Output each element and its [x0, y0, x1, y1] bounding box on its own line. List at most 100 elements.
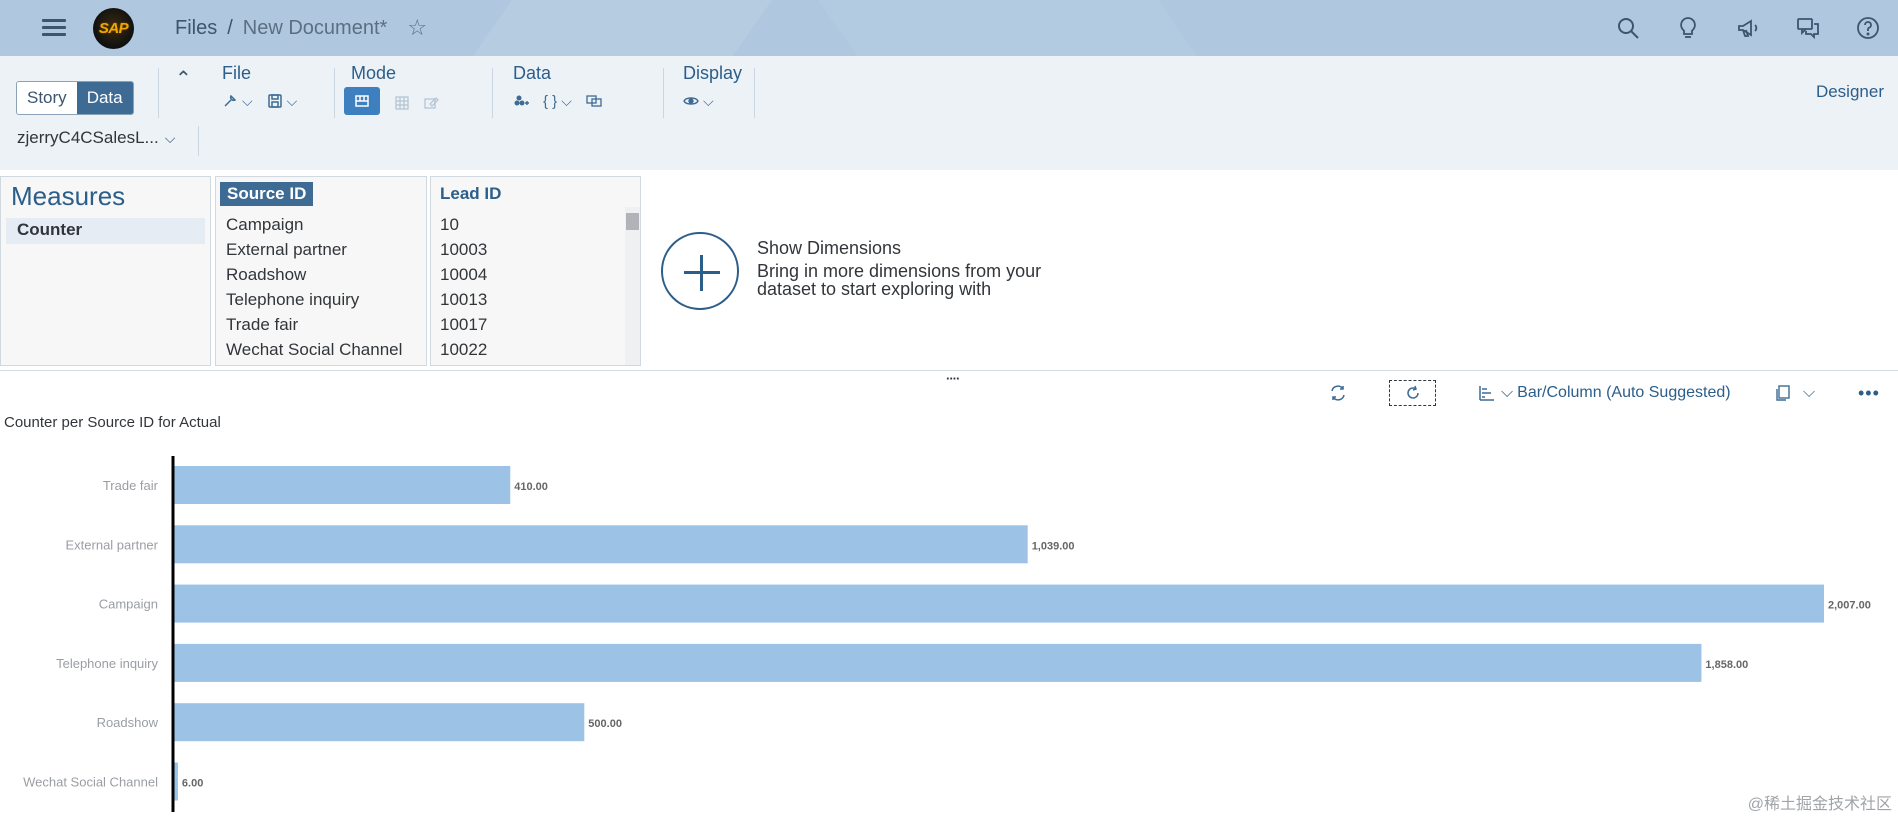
model-name: zjerryC4CSalesL... — [17, 128, 159, 147]
feedback-icon[interactable] — [1792, 12, 1824, 44]
edit-mode-button[interactable] — [424, 92, 440, 114]
header-decoration — [399, 0, 801, 56]
scrollbar-thumb[interactable] — [626, 213, 639, 230]
toolbar: Story Data ⌃ File ⌵ ⌵ Mode — [0, 56, 1898, 170]
list-item[interactable]: External partner — [226, 240, 347, 259]
show-dimensions-desc: dataset to start exploring with — [757, 279, 992, 299]
breadcrumb-document: New Document* — [242, 16, 388, 39]
shell-actions — [1612, 12, 1884, 44]
more-options-icon[interactable]: ••• — [1858, 382, 1880, 403]
toolbar-divider — [754, 68, 755, 118]
data-group: Data { } ⌵ — [513, 63, 602, 112]
chevron-down-icon: ⌵ — [164, 129, 176, 146]
collapse-toolbar-icon[interactable]: ⌃ — [175, 68, 192, 90]
search-icon[interactable] — [1612, 12, 1644, 44]
list-item[interactable]: Trade fair — [226, 315, 299, 334]
show-dimensions-title: Show Dimensions — [757, 238, 902, 258]
lead-id-header[interactable]: Lead ID — [440, 184, 502, 203]
chevron-down-icon: ⌵ — [703, 92, 714, 109]
value-label: 2,007.00 — [1828, 600, 1871, 612]
list-item[interactable]: 10003 — [440, 240, 488, 259]
category-label: Telephone inquiry — [56, 656, 158, 671]
link-dimensions-button[interactable] — [586, 90, 602, 112]
list-item[interactable]: Wechat Social Channel — [226, 340, 403, 359]
menu-icon[interactable] — [40, 16, 68, 40]
measures-panel: Measures Counter — [0, 176, 211, 366]
lightbulb-icon[interactable] — [1672, 12, 1704, 44]
list-item[interactable]: 10022 — [440, 340, 488, 359]
model-selector[interactable]: zjerryC4CSalesL... ⌵ — [17, 128, 175, 148]
watermark: @稀土掘金技术社区 — [1747, 796, 1892, 813]
measure-item-counter[interactable]: Counter — [6, 218, 205, 244]
display-options-button[interactable]: ⌵ — [683, 90, 714, 112]
file-group-label: File — [222, 63, 252, 83]
copy-button[interactable]: ⌵ — [1773, 380, 1815, 406]
list-item[interactable]: Campaign — [226, 215, 304, 234]
chart-title: Counter per Source ID for Actual — [4, 414, 221, 431]
chevron-down-icon: ⌵ — [1803, 384, 1816, 401]
mode-group: Mode — [344, 63, 440, 115]
chart-bar[interactable] — [173, 525, 1028, 564]
list-item[interactable]: Roadshow — [226, 265, 307, 284]
list-item[interactable]: 10 — [440, 215, 459, 234]
megaphone-icon[interactable] — [1732, 12, 1764, 44]
list-item[interactable]: Telephone inquiry — [226, 290, 360, 309]
chart-bar[interactable] — [173, 762, 178, 801]
story-tab[interactable]: Story — [17, 82, 77, 114]
designer-button[interactable]: Designer — [1815, 82, 1884, 101]
chevron-down-icon: ⌵ — [561, 92, 572, 109]
reset-icon[interactable] — [1389, 380, 1436, 406]
chart-bar[interactable] — [173, 466, 511, 504]
data-tab[interactable]: Data — [76, 82, 133, 114]
data-group-label: Data — [513, 63, 552, 83]
toolbar-divider — [663, 68, 664, 118]
chart-bar[interactable] — [173, 584, 1824, 623]
display-group-label: Display — [683, 63, 743, 83]
panel-divider — [0, 370, 1898, 371]
source-id-panel: Source ID Campaign External partner Road… — [215, 176, 427, 366]
save-button[interactable]: ⌵ — [267, 90, 298, 112]
refresh-icon[interactable] — [1328, 380, 1348, 406]
list-item[interactable]: 10004 — [440, 265, 488, 284]
category-label: Campaign — [99, 597, 158, 612]
add-circle-icon — [661, 232, 739, 310]
chevron-down-icon: ⌵ — [242, 92, 253, 109]
show-dimensions-button[interactable]: Show Dimensions Bring in more dimensions… — [661, 232, 1041, 310]
mode-group-label: Mode — [351, 63, 397, 83]
tools-button[interactable]: ⌵ — [222, 90, 253, 112]
value-label: 500.00 — [588, 718, 622, 730]
list-item[interactable]: 10017 — [440, 315, 488, 334]
value-label: 6.00 — [182, 778, 203, 790]
breadcrumb-files[interactable]: Files — [175, 16, 218, 39]
formula-button[interactable]: { } ⌵ — [543, 90, 572, 112]
story-data-switch: Story Data — [16, 81, 134, 115]
chart-type-selector[interactable]: ⌵ Bar/Column (Auto Suggested) — [1477, 380, 1731, 406]
source-id-header[interactable]: Source ID — [220, 182, 314, 206]
copy-icon — [1776, 385, 1790, 401]
sap-logo[interactable]: SAP — [93, 8, 134, 49]
splitter-handle[interactable]: ···· — [946, 371, 960, 386]
scrollbar[interactable] — [625, 207, 640, 365]
bar-chart-icon — [1479, 386, 1494, 401]
measures-title: Measures — [11, 181, 126, 211]
chart-bar[interactable] — [173, 703, 585, 742]
favorite-star-icon[interactable]: ☆ — [407, 15, 428, 40]
breadcrumb-separator: / — [227, 16, 233, 39]
breadcrumb: Files / New Document* ☆ — [175, 15, 427, 41]
category-label: External partner — [66, 537, 159, 552]
list-item[interactable]: 10013 — [440, 290, 488, 309]
logo-text: SAP — [98, 20, 129, 37]
value-label: 1,039.00 — [1032, 540, 1075, 552]
chart-bar[interactable] — [173, 643, 1702, 682]
chevron-down-icon: ⌵ — [1501, 384, 1514, 401]
toolbar-divider — [334, 68, 335, 118]
add-data-button[interactable] — [513, 90, 529, 112]
header-decoration — [789, 0, 1271, 56]
grid-mode-button[interactable] — [394, 92, 410, 114]
bar-chart: Trade fair 410.00 External partner 1,039.00… — [23, 456, 1871, 812]
help-icon[interactable] — [1852, 12, 1884, 44]
category-label: Trade fair — [103, 478, 159, 493]
chevron-down-icon: ⌵ — [286, 92, 298, 109]
explorer-mode-button[interactable] — [344, 87, 380, 115]
braces-icon: { } — [543, 92, 558, 110]
